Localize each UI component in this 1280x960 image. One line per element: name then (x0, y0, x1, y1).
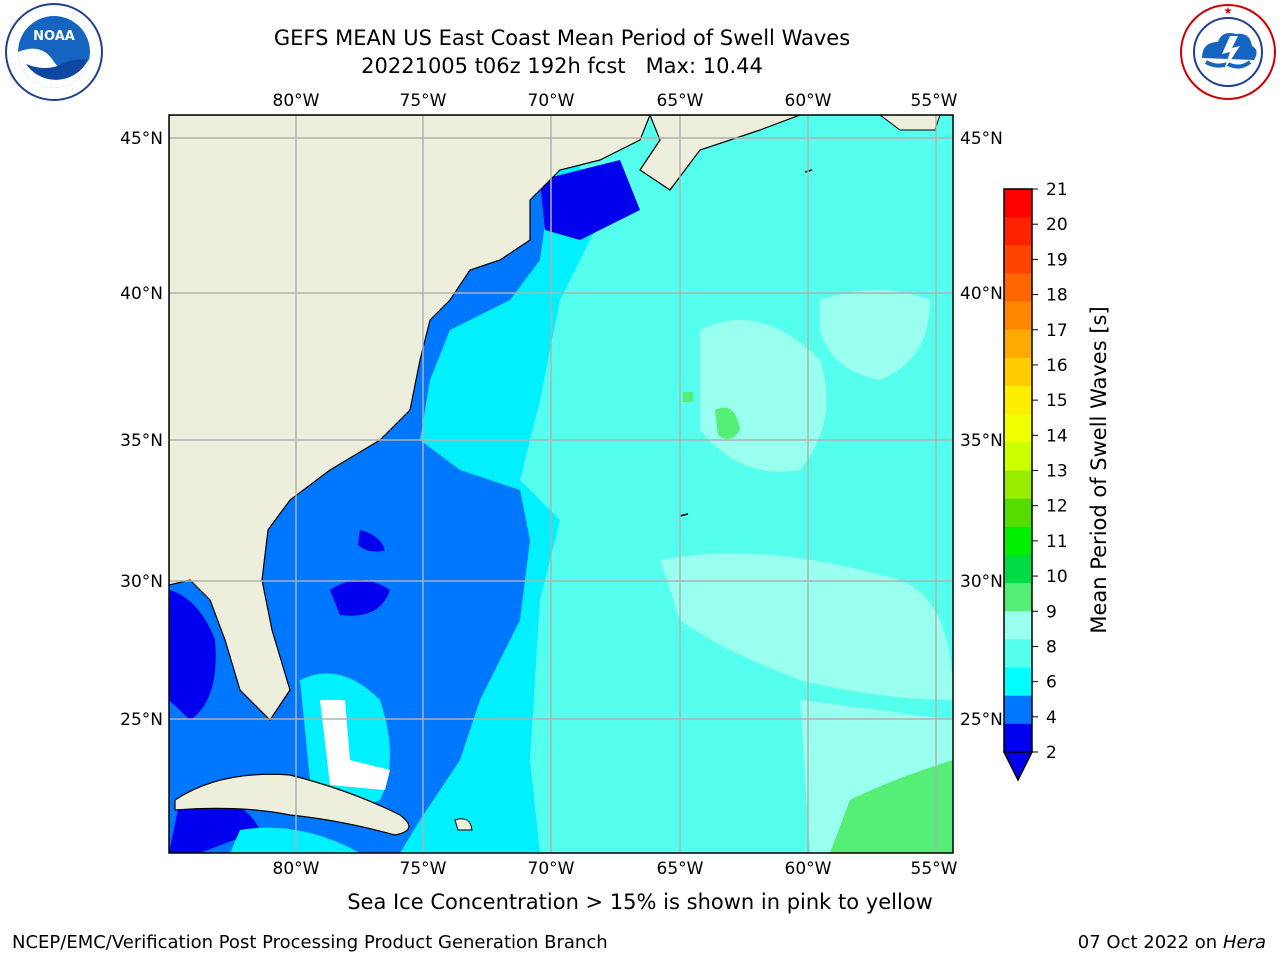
lat-label-right: 40°N (960, 284, 1003, 304)
colorbar-tick-label: 11 (1046, 532, 1068, 552)
colorbar-tick-label: 9 (1046, 602, 1057, 622)
lon-label-bottom: 70°W (528, 859, 575, 879)
colorbar-tick-label: 14 (1046, 426, 1068, 446)
colorbar-swatch (1004, 386, 1032, 415)
noaa-logo-icon: NOAA (5, 3, 103, 101)
colorbar-tick-label: 13 (1046, 462, 1068, 482)
colorbar-label: Mean Period of Swell Waves [s] (1087, 306, 1111, 633)
colorbar-swatch (1004, 357, 1032, 387)
colorbar-swatch (1004, 470, 1032, 500)
noaa-logo-text: NOAA (33, 29, 75, 44)
footer-credit: NCEP/EMC/Verification Post Processing Pr… (12, 932, 608, 953)
colorbar-tick-label: 20 (1046, 215, 1068, 235)
lat-label-right: 30°N (960, 572, 1003, 592)
lon-label-bottom: 60°W (785, 859, 832, 879)
colorbar-swatch (1004, 639, 1032, 669)
colorbar-tick-label: 4 (1046, 708, 1057, 728)
lon-label-bottom: 80°W (273, 859, 320, 879)
colorbar-tick-label: 15 (1046, 391, 1068, 411)
colorbar: 21 20 19 18 17 16 15 14 13 12 11 10 9 8 6 4 2 (1002, 180, 1068, 782)
colorbar-swatch (1004, 723, 1032, 753)
colorbar-swatch (1004, 301, 1032, 331)
colorbar-swatch (1004, 245, 1032, 274)
map-frame (168, 114, 954, 854)
colorbar-tick-label: 17 (1046, 321, 1068, 341)
colorbar-swatch (1004, 442, 1032, 471)
lon-label-bottom: 55°W (911, 859, 958, 879)
colorbar-tick-label: 12 (1046, 497, 1068, 517)
colorbar-swatch (1004, 189, 1032, 218)
lat-label-left: 35°N (120, 431, 163, 451)
lon-label-top: 70°W (528, 91, 575, 111)
land-cuba (174, 773, 410, 836)
sea-ice-caption: Sea Ice Concentration > 15% is shown in … (347, 890, 933, 914)
colorbar-tick-label: 18 (1046, 286, 1068, 306)
colorbar-swatch (1004, 667, 1032, 697)
chart-subtitle: 20221005 t06z 192h fcst Max: 10.44 (361, 54, 763, 78)
colorbar-tick-label: 10 (1046, 567, 1068, 587)
colorbar-tick-label: 2 (1046, 743, 1057, 763)
lon-label-top: 75°W (400, 91, 447, 111)
colorbar-tick-label: 19 (1046, 250, 1068, 270)
colorbar-swatch (1004, 414, 1032, 443)
svg-text:★: ★ (1224, 6, 1233, 17)
lon-label-top: 80°W (273, 91, 320, 111)
colorbar-swatch (1004, 329, 1032, 359)
lon-label-top: 55°W (911, 91, 958, 111)
lat-label-right: 45°N (960, 129, 1003, 149)
colorbar-extend-arrow (1002, 751, 1034, 782)
lat-label-right: 35°N (960, 431, 1003, 451)
footer-host: Hera (1222, 932, 1266, 953)
colorbar-swatch (1004, 498, 1032, 528)
swell-period-field (169, 115, 953, 853)
nws-logo-icon: ★ (1180, 4, 1276, 100)
colorbar-swatch (1004, 217, 1032, 246)
lat-label-left: 30°N (120, 572, 163, 592)
lon-label-top: 65°W (657, 91, 704, 111)
footer-date: 07 Oct 2022 on Hera (1078, 932, 1266, 953)
lon-label-bottom: 65°W (657, 859, 704, 879)
colorbar-tick-label: 16 (1046, 356, 1068, 376)
colorbar-tick-label: 8 (1046, 637, 1057, 657)
lat-label-left: 45°N (120, 129, 163, 149)
lat-label-left: 25°N (120, 710, 163, 730)
lat-label-left: 40°N (120, 284, 163, 304)
colorbar-swatch (1004, 611, 1032, 640)
graticule (169, 115, 953, 853)
lon-label-bottom: 75°W (400, 859, 447, 879)
colorbar-tick-label: 6 (1046, 673, 1057, 693)
lon-label-top: 60°W (785, 91, 832, 111)
colorbar-swatch (1004, 273, 1032, 303)
colorbar-swatch (1004, 554, 1032, 584)
colorbar-swatch (1004, 526, 1032, 556)
colorbar-swatch (1004, 583, 1032, 612)
chart-title: GEFS MEAN US East Coast Mean Period of S… (273, 26, 851, 50)
colorbar-swatch (1004, 695, 1032, 725)
lat-label-right: 25°N (960, 710, 1003, 730)
colorbar-tick-label: 21 (1046, 180, 1068, 200)
footer-date-text: 07 Oct 2022 on (1077, 932, 1223, 953)
